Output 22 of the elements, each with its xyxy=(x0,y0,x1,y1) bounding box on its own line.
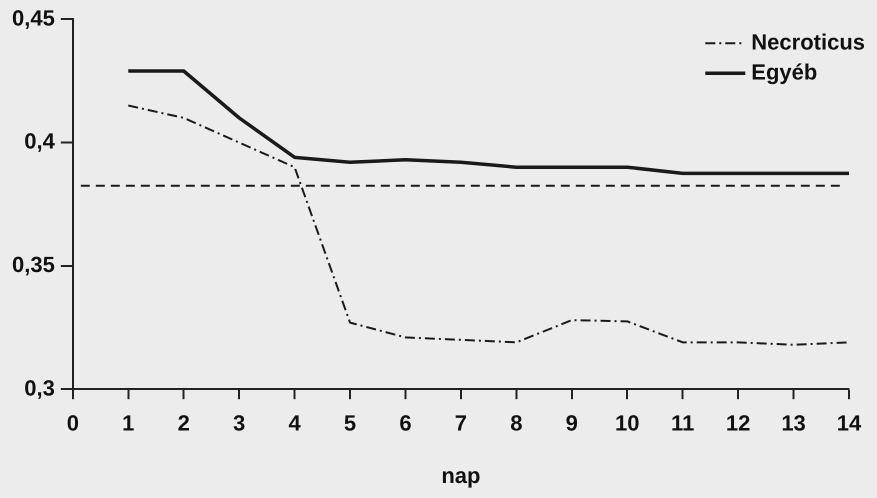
x-tick-label: 13 xyxy=(781,410,806,436)
x-tick-label: 3 xyxy=(233,410,246,436)
x-tick-label: 0 xyxy=(66,410,79,436)
x-tick-label: 10 xyxy=(614,410,640,436)
x-tick-label: 11 xyxy=(671,410,694,436)
x-tick-label: 4 xyxy=(288,410,302,436)
x-tick-label: 1 xyxy=(122,410,134,436)
y-tick-label: 0,4 xyxy=(24,128,56,154)
x-tick-label: 7 xyxy=(454,410,468,436)
x-tick-label: 12 xyxy=(726,410,750,436)
x-tick-label: 5 xyxy=(344,410,356,436)
y-tick-label: 0,3 xyxy=(24,375,55,400)
y-tick-label: 0,35 xyxy=(12,252,55,277)
x-tick-label: 6 xyxy=(399,410,412,436)
legend-label: Egyéb xyxy=(751,59,818,84)
y-tick-label: 0,45 xyxy=(12,5,55,30)
legend-label: Necroticus xyxy=(751,29,866,54)
x-tick-label: 14 xyxy=(836,410,862,436)
x-axis-title: nap xyxy=(441,462,480,488)
x-tick-label: 8 xyxy=(510,410,522,436)
x-tick-label: 9 xyxy=(566,410,578,436)
x-tick-label: 2 xyxy=(178,410,190,436)
